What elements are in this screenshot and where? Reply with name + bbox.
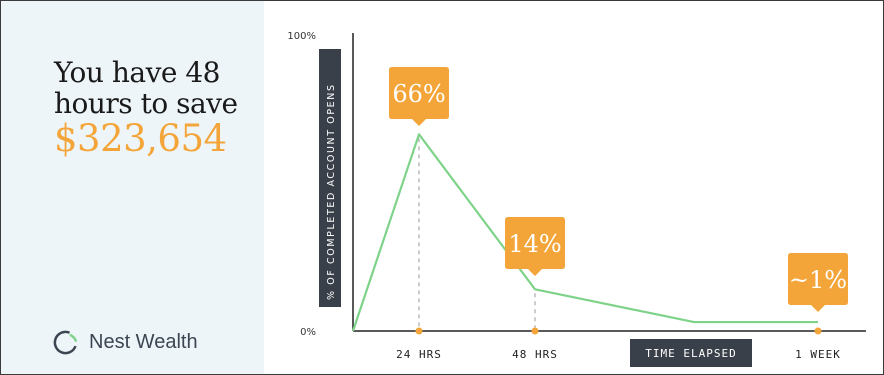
series-line [351,133,818,332]
x-axis-title: TIME ELAPSED [645,347,736,360]
x-marker-48hrs [531,327,539,335]
account-opens-chart: % OF COMPLETED ACCOUNT OPENS 100% 0% TIM… [287,31,866,367]
callout-14: 14% [505,217,565,276]
y-axis-title: % OF COMPLETED ACCOUNT OPENS [326,83,337,300]
headline-line-2: hours to save [54,87,238,120]
callout-66: 66% [389,67,449,126]
y-axis-title-box [319,49,341,307]
y-tick-label-0: 0% [300,327,316,338]
x-tick-label-48hrs: 48 HRS [512,348,558,361]
callout-1: ~1% [788,253,848,312]
nest-wealth-logo-icon [53,330,78,354]
callout-66-shape [389,67,449,126]
callout-66-label: 66% [392,80,445,108]
callout-1-shape [788,253,848,312]
brand-logo-lockup: Nest Wealth [52,328,198,356]
promo-panel: You have 48 hours to save $323,654 Nest … [1,1,264,374]
callout-1-label: ~1% [789,266,847,294]
y-tick-label-100: 100% [287,31,316,42]
headline: You have 48 hours to save $323,654 [54,57,254,159]
callout-14-label: 14% [508,230,561,258]
x-tick-label-24hrs: 24 HRS [396,348,442,361]
x-marker-24hrs [415,327,423,335]
x-tick-label-1week: 1 WEEK [795,348,841,361]
x-marker-1week [814,327,822,335]
callout-14-shape [505,217,565,276]
headline-line-1: You have 48 [54,56,221,89]
brand-name: Nest Wealth [89,330,198,353]
x-axis-title-box [630,339,752,367]
savings-amount: $323,654 [54,117,227,160]
